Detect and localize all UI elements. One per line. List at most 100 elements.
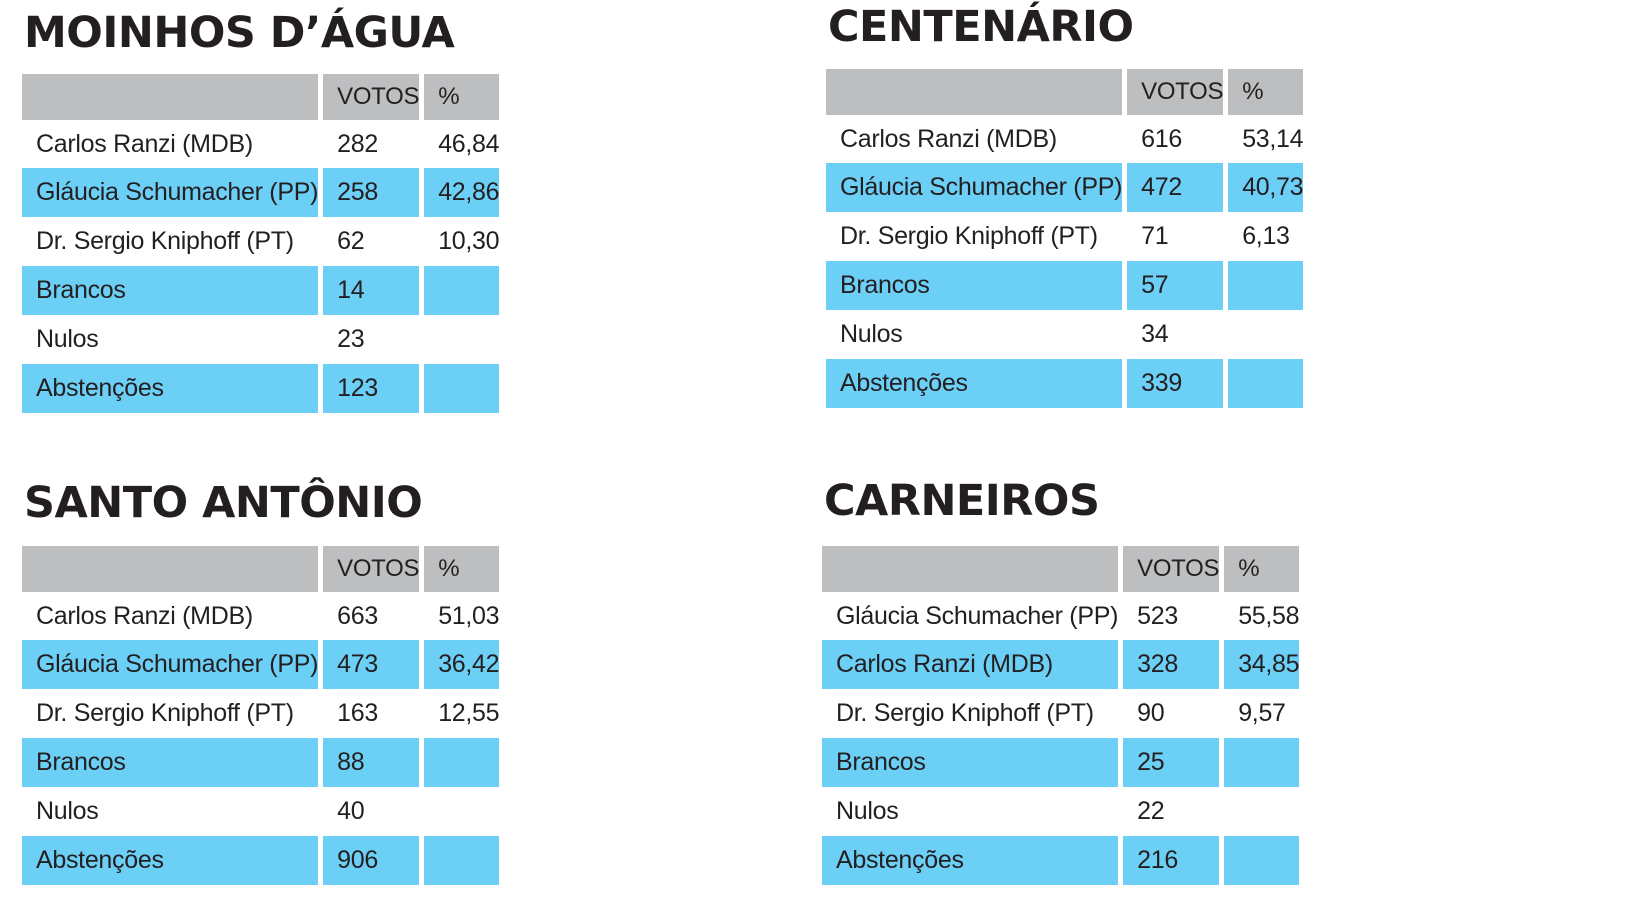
- table-row: Carlos Ranzi (MDB) 282 46,84: [22, 120, 500, 168]
- row-votes: 472: [1127, 163, 1224, 212]
- row-votes: 523: [1137, 601, 1178, 630]
- table-row: Dr. Sergio Kniphoff (PT) 71 6,13: [826, 212, 1303, 261]
- row-votes: 123: [323, 364, 420, 413]
- table-row: Nulos 22: [822, 787, 1299, 836]
- row-votes: 25: [1123, 738, 1220, 787]
- row-percent: [424, 266, 500, 315]
- header-blank-cell: [826, 69, 1123, 115]
- row-label: Nulos: [36, 325, 99, 353]
- table-row: Brancos 88: [22, 738, 500, 787]
- row-votes: 14: [323, 266, 420, 315]
- header-blank-cell: [822, 546, 1119, 592]
- row-percent: 46,84: [438, 129, 500, 158]
- row-percent: 36,42: [424, 640, 500, 689]
- row-label: Gláucia Schumacher (PP): [826, 163, 1122, 212]
- row-label: Gláucia Schumacher (PP): [836, 601, 1119, 630]
- row-label: Nulos: [840, 320, 903, 348]
- row-votes: 90: [1137, 699, 1165, 727]
- row-percent: 12,55: [438, 699, 500, 727]
- table-header: VOTOS %: [22, 74, 500, 120]
- row-votes: 282: [337, 129, 378, 158]
- row-label: Brancos: [22, 266, 319, 315]
- row-label: Brancos: [826, 261, 1123, 310]
- row-votes: 23: [337, 325, 365, 353]
- row-percent: 53,14: [1242, 124, 1304, 153]
- table-header: VOTOS %: [826, 69, 1304, 115]
- row-percent: [424, 738, 500, 787]
- row-votes: 339: [1127, 359, 1224, 408]
- header-blank-cell: [22, 546, 319, 592]
- row-percent: [424, 364, 500, 413]
- row-label: Abstenções: [826, 359, 1123, 408]
- row-percent: [1228, 261, 1304, 310]
- header-percent: %: [1224, 546, 1300, 592]
- row-percent: [424, 315, 499, 364]
- table-row: Abstenções 339: [826, 359, 1304, 408]
- row-label: Dr. Sergio Kniphoff (PT): [840, 222, 1098, 250]
- row-votes: 258: [323, 168, 420, 217]
- row-percent: [1228, 359, 1304, 408]
- row-votes: 216: [1123, 836, 1220, 885]
- header-votes: VOTOS: [1127, 69, 1224, 115]
- table-row: Carlos Ranzi (MDB) 616 53,14: [826, 115, 1304, 163]
- row-label: Carlos Ranzi (MDB): [36, 129, 253, 158]
- table-row: Dr. Sergio Kniphoff (PT) 62 10,30: [22, 217, 500, 266]
- row-votes: 616: [1141, 124, 1182, 153]
- row-percent: 6,13: [1242, 222, 1290, 250]
- header-percent: %: [424, 546, 500, 592]
- row-percent: 40,73: [1228, 163, 1304, 212]
- table-row: Gláucia Schumacher (PP) 523 55,58: [822, 592, 1300, 640]
- row-percent: [1224, 738, 1300, 787]
- row-percent: [1224, 787, 1299, 836]
- row-label: Dr. Sergio Kniphoff (PT): [36, 227, 294, 255]
- row-votes: 163: [337, 699, 378, 727]
- row-percent: [1224, 836, 1300, 885]
- row-votes: 663: [337, 601, 378, 630]
- table-row: Nulos 40: [22, 787, 499, 836]
- row-label: Carlos Ranzi (MDB): [36, 601, 253, 630]
- table-row: Carlos Ranzi (MDB) 663 51,03: [22, 592, 500, 640]
- panel-title: CENTENÁRIO: [828, 2, 1134, 52]
- table-row: Nulos 34: [826, 310, 1303, 359]
- table-row: Dr. Sergio Kniphoff (PT) 90 9,57: [822, 689, 1299, 738]
- header-percent: %: [1228, 69, 1304, 115]
- row-label: Abstenções: [22, 364, 319, 413]
- results-table: VOTOS % Carlos Ranzi (MDB) 663 51,03 Glá…: [17, 546, 504, 885]
- row-label: Gláucia Schumacher (PP): [22, 640, 318, 689]
- table-row: Brancos 57: [826, 261, 1304, 310]
- row-votes: 71: [1141, 222, 1169, 250]
- table-row: Dr. Sergio Kniphoff (PT) 163 12,55: [22, 689, 500, 738]
- header-votes: VOTOS: [323, 74, 420, 120]
- row-votes: 906: [323, 836, 420, 885]
- row-votes: 328: [1123, 640, 1220, 689]
- panel-title: SANTO ANTÔNIO: [24, 478, 423, 528]
- table-row: Brancos 14: [22, 266, 500, 315]
- table-row: Nulos 23: [22, 315, 499, 364]
- table-row: Brancos 25: [822, 738, 1300, 787]
- table-row: Gláucia Schumacher (PP) 258 42,86: [22, 168, 500, 217]
- row-votes: 22: [1137, 797, 1165, 825]
- table-row: Abstenções 123: [22, 364, 500, 413]
- panel-title: MOINHOS D’ÁGUA: [24, 8, 455, 58]
- row-votes: 88: [323, 738, 420, 787]
- header-blank-cell: [22, 74, 319, 120]
- row-label: Nulos: [36, 797, 99, 825]
- table-row: Gláucia Schumacher (PP) 473 36,42: [22, 640, 500, 689]
- table-row: Gláucia Schumacher (PP) 472 40,73: [826, 163, 1304, 212]
- results-table: VOTOS % Carlos Ranzi (MDB) 282 46,84 Glá…: [17, 74, 504, 413]
- row-percent: 34,85: [1224, 640, 1300, 689]
- results-table: VOTOS % Gláucia Schumacher (PP) 523 55,5…: [817, 546, 1304, 885]
- panel-title: CARNEIROS: [824, 476, 1100, 526]
- row-percent: 42,86: [424, 168, 500, 217]
- row-votes: 473: [323, 640, 420, 689]
- header-votes: VOTOS: [323, 546, 420, 592]
- row-label: Carlos Ranzi (MDB): [822, 640, 1119, 689]
- row-votes: 57: [1127, 261, 1224, 310]
- row-label: Gláucia Schumacher (PP): [22, 168, 318, 217]
- row-label: Dr. Sergio Kniphoff (PT): [36, 699, 294, 727]
- results-table: VOTOS % Carlos Ranzi (MDB) 616 53,14 Glá…: [821, 69, 1308, 408]
- row-percent: [424, 836, 500, 885]
- row-label: Carlos Ranzi (MDB): [840, 124, 1057, 153]
- row-percent: 10,30: [438, 227, 500, 255]
- row-label: Nulos: [836, 797, 899, 825]
